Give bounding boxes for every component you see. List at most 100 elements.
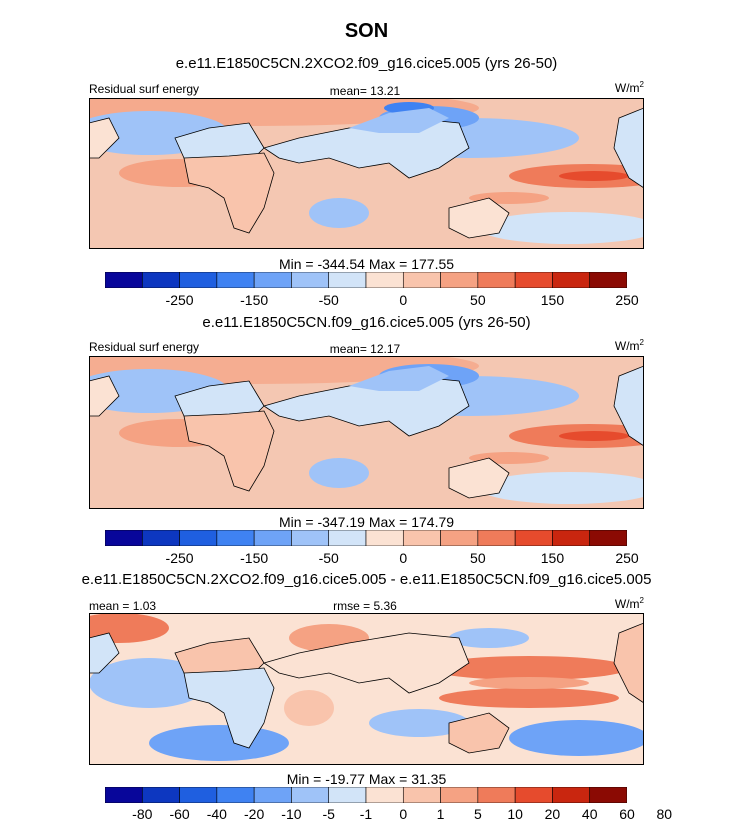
colorbar-tick-label: -5 [322,806,335,822]
panel-2-case-title: e.e11.E1850C5CN.f09_g16.cice5.005 (yrs 2… [202,314,531,331]
colorbar-swatch [477,530,516,546]
colorbar-tick-label: -150 [240,292,269,308]
colorbar-swatch [328,272,367,288]
colorbar-swatch [105,272,143,288]
colorbar-tick-label: 20 [544,806,561,822]
panel-2-mean-label: mean= 12.17 [329,342,401,356]
colorbar-swatch [141,272,180,288]
colorbar-swatch [105,530,143,546]
colorbar-swatch [216,272,255,288]
colorbar-swatch [291,530,330,546]
panel-1-variable-label: Residual surf energy [89,82,200,96]
colorbar-swatch [365,272,404,288]
colorbar-tick-label: -250 [165,292,194,308]
colorbar-swatch [328,530,367,546]
panel-3-colorbar [105,787,627,803]
colorbar-tick-label: 0 [399,292,408,308]
colorbar-swatch [440,787,479,803]
panel-1-colorbar [105,272,627,288]
colorbar-swatch [141,787,180,803]
colorbar-tick-label: -150 [240,550,269,566]
panel-3-rmse-label: rmse = 5.36 [333,599,397,613]
panel-1-map-svg [89,98,644,249]
colorbar-tick-label: -250 [165,550,194,566]
colorbar-swatch [105,787,143,803]
colorbar-swatch [552,272,591,288]
colorbar-swatch [328,787,367,803]
panel-2-units: W/m2 [614,338,644,353]
panel-1-case-title: e.e11.E1850C5CN.2XCO2.f09_g16.cice5.005 … [175,55,558,72]
colorbar-tick-label: 50 [470,550,486,566]
colorbar-tick-label: 40 [581,806,598,822]
colorbar-tick-label: 60 [619,806,635,822]
panel-3-colorbar-labels: -80 -60 -40 -20 -10 -5 -1 0 1 5 10 20 40 60 80 [105,806,672,822]
colorbar-tick-label: 250 [615,292,639,308]
colorbar-swatch [477,272,516,288]
colorbar-swatch [179,272,218,288]
colorbar-tick-label: 1 [436,806,445,822]
panel-1-map [89,98,644,249]
colorbar-swatch [514,530,553,546]
colorbar-swatch [253,787,292,803]
colorbar-swatch [514,272,553,288]
panel-3-mean-label: mean = 1.03 [89,599,157,613]
panel-1-colorbar-labels: -250 -150 -50 0 50 150 250 [105,292,639,308]
panel-2-minmax: Min = -347.19 Max = 174.79 [278,514,455,530]
colorbar-swatch [589,530,627,546]
panel-2-map-svg [89,356,644,509]
colorbar-swatch [477,787,516,803]
colorbar-swatch [253,272,292,288]
colorbar-tick-label: -1 [359,806,373,822]
colorbar-tick-label: 50 [470,292,486,308]
colorbar-swatch [179,530,218,546]
colorbar-tick-label: -10 [281,806,302,822]
colorbar-swatch [514,787,553,803]
colorbar-swatch [365,530,404,546]
colorbar-swatch [253,530,292,546]
colorbar-tick-label: -60 [169,806,190,822]
panel-1-colorbar-svg [105,272,627,288]
panel-3-minmax: Min = -19.77 Max = 31.35 [286,771,447,787]
colorbar-tick-label: -50 [318,292,339,308]
colorbar-swatch [402,787,441,803]
panel-2-variable-label: Residual surf energy [89,340,200,354]
panel-1-minmax: Min = -344.54 Max = 177.55 [278,256,455,272]
panel-2-colorbar-labels: -250 -150 -50 0 50 150 250 [105,550,639,566]
colorbar-swatch [216,787,255,803]
colorbar-tick-label: 150 [540,550,565,566]
panel-2-colorbar [105,530,627,546]
colorbar-tick-label: 80 [656,806,673,822]
colorbar-tick-label: 0 [399,550,408,566]
panel-3-case-title: e.e11.E1850C5CN.2XCO2.f09_g16.cice5.005 … [81,571,652,588]
colorbar-swatch [179,787,218,803]
panel-1-mean-label: mean= 13.21 [329,84,401,98]
colorbar-tick-label: 0 [399,806,408,822]
colorbar-swatch [365,787,404,803]
colorbar-tick-label: -80 [132,806,153,822]
colorbar-swatch [552,787,591,803]
colorbar-tick-label: 5 [473,806,482,822]
main-title: SON [344,20,389,42]
panel-1-units: W/m2 [614,80,644,95]
colorbar-tick-label: 250 [615,550,639,566]
colorbar-swatch [216,530,255,546]
panel-3-units: W/m2 [614,596,644,611]
panel-2-colorbar-svg [105,530,627,546]
panel-3-colorbar-svg [105,787,627,803]
colorbar-swatch [291,272,330,288]
colorbar-swatch [589,272,627,288]
panel-3-map-svg [89,613,644,765]
colorbar-tick-label: 10 [507,806,523,822]
colorbar-tick-label: -40 [206,806,227,822]
colorbar-tick-label: -50 [318,550,339,566]
colorbar-tick-label: 150 [540,292,565,308]
colorbar-swatch [291,787,330,803]
colorbar-swatch [402,272,441,288]
panel-3-map [89,613,644,765]
colorbar-swatch [589,787,627,803]
panel-2-map [89,356,644,509]
colorbar-swatch [141,530,180,546]
colorbar-tick-label: -20 [244,806,265,822]
colorbar-swatch [440,272,479,288]
colorbar-swatch [552,530,591,546]
